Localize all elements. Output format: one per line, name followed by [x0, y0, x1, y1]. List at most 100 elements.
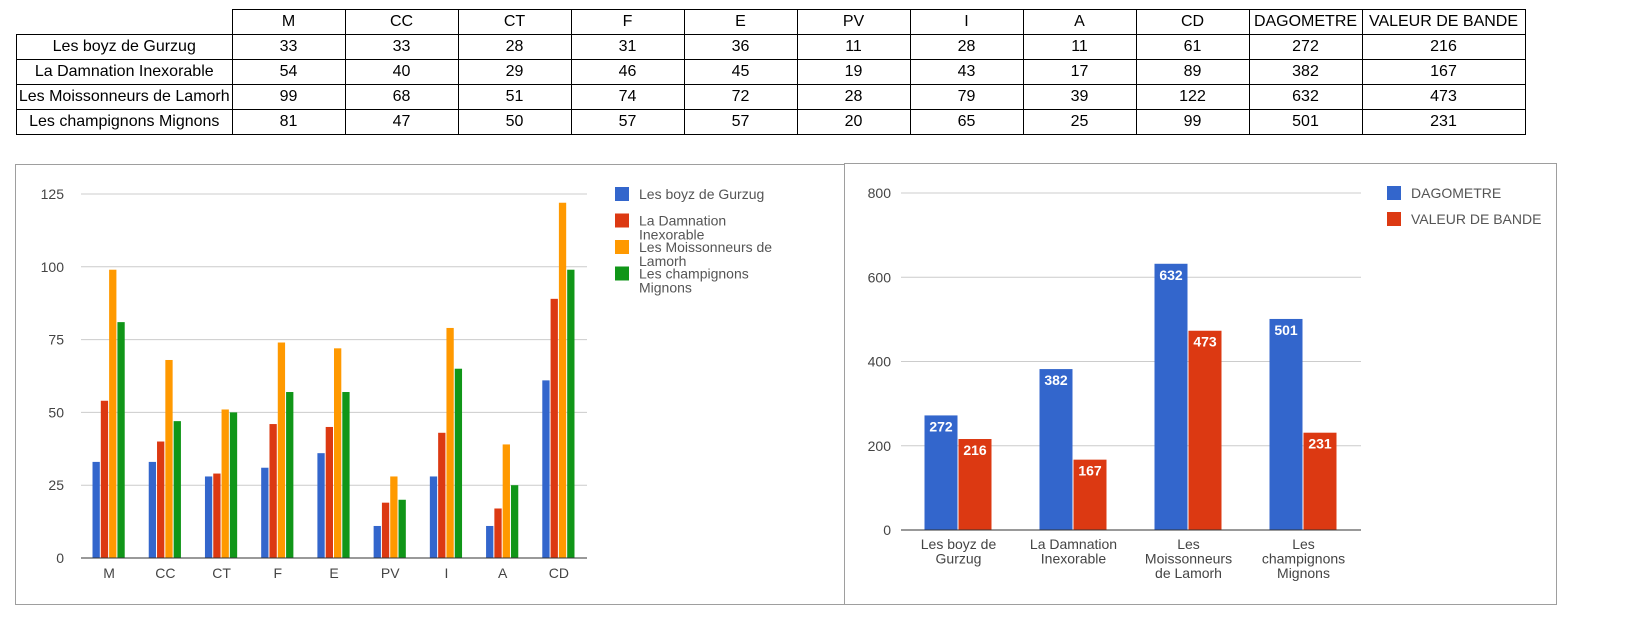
stats-bar-chart: 0 25 50 75 100 125 M CC CT F E PV I A CD Les boyz de Gu… [41, 186, 773, 581]
table-cell: 20 [796, 109, 911, 135]
table-cell: 28 [796, 84, 911, 110]
x-tick-label: Moissonneurs [1145, 551, 1232, 567]
legend-label: Inexorable [639, 227, 705, 243]
bar [342, 392, 350, 558]
bar [924, 415, 958, 530]
bar [1154, 263, 1188, 530]
data-label: 473 [1193, 334, 1217, 350]
x-tick-label: Les [1177, 536, 1200, 552]
column-header: E [683, 9, 798, 35]
table-cell: 272 [1248, 34, 1363, 60]
table-cell: 74 [570, 84, 685, 110]
table-cell: 89 [1135, 59, 1250, 85]
bar [510, 485, 519, 558]
bar [204, 476, 213, 558]
table-cell: 72 [683, 84, 798, 110]
table-cell: 19 [796, 59, 911, 85]
table-cell: 99 [1135, 109, 1250, 135]
table-cell: 45 [683, 59, 798, 85]
legend-swatch [615, 187, 629, 201]
x-tick-label: Inexorable [1041, 551, 1107, 567]
legend-label: Lamorh [639, 253, 686, 269]
row-name-cell: Les boyz de Gurzug [16, 34, 233, 60]
y-tick-label: 800 [868, 185, 892, 201]
bar [213, 473, 221, 558]
table-cell: 29 [457, 59, 572, 85]
legend-swatch [615, 240, 629, 254]
bar [390, 476, 398, 558]
table-cell: 33 [231, 34, 346, 60]
data-label: 632 [1159, 267, 1183, 283]
table-row: Les champignons Mignons 81 47 50 57 57 2… [16, 109, 1526, 135]
bar [381, 502, 390, 558]
bar [542, 380, 550, 558]
table-cell: 36 [683, 34, 798, 60]
legend-label: Les boyz de Gurzug [639, 186, 764, 202]
bar [229, 412, 238, 558]
legend-swatch [1387, 186, 1401, 200]
bar [438, 432, 446, 558]
x-tick-label: La Damnation [1030, 536, 1117, 552]
bar [1188, 330, 1222, 530]
bar [117, 322, 125, 558]
legend-label: Les Moissonneurs de [639, 239, 772, 255]
y-tick-label: 200 [868, 438, 892, 454]
column-header: A [1022, 9, 1137, 35]
table-cell: 99 [231, 84, 346, 110]
bar [92, 461, 100, 558]
x-tick-label: CT [212, 565, 231, 581]
bar [398, 499, 406, 558]
table-cell: 473 [1361, 84, 1526, 110]
data-label: 167 [1078, 463, 1102, 479]
x-tick-label: Les boyz de [921, 536, 997, 552]
bar [157, 441, 165, 558]
table-cell: 17 [1022, 59, 1137, 85]
x-tick-label: Les [1292, 536, 1315, 552]
table-row: Les boyz de Gurzug 33 33 28 31 36 11 28 … [16, 34, 1526, 60]
row-name-cell: Les Moissonneurs de Lamorh [16, 84, 233, 110]
column-header: F [570, 9, 685, 35]
data-label: 231 [1308, 436, 1332, 452]
bar [550, 298, 558, 558]
table-cell: 81 [231, 109, 346, 135]
x-tick-label: Gurzug [936, 551, 982, 567]
table-cell: 46 [570, 59, 685, 85]
x-tick-label: A [498, 565, 508, 581]
x-tick-label: I [444, 565, 448, 581]
data-label: 382 [1044, 372, 1068, 388]
bar [286, 392, 294, 558]
table-cell: 231 [1361, 109, 1526, 135]
table-cell: 167 [1361, 59, 1526, 85]
table-cell: 28 [457, 34, 572, 60]
row-name-cell: La Damnation Inexorable [16, 59, 233, 85]
table-cell: 57 [570, 109, 685, 135]
column-header: CT [457, 9, 572, 35]
column-header: CC [344, 9, 459, 35]
bar [454, 368, 463, 558]
table-cell: 68 [344, 84, 459, 110]
column-header: M [231, 9, 346, 35]
bar [221, 409, 229, 558]
table-row: Les Moissonneurs de Lamorh 99 68 51 74 7… [16, 84, 1526, 110]
bar [317, 453, 325, 558]
row-name-cell: Les champignons Mignons [16, 109, 233, 135]
column-header: DAGOMETRE [1248, 9, 1363, 35]
y-tick-label: 125 [41, 186, 65, 202]
data-label: 216 [963, 442, 987, 458]
x-tick-label: E [329, 565, 338, 581]
table-cell: 61 [1135, 34, 1250, 60]
table-cell: 31 [570, 34, 685, 60]
bar [1039, 369, 1073, 530]
data-label: 272 [929, 418, 953, 434]
bar [502, 444, 510, 558]
table-cell: 47 [344, 109, 459, 135]
bar [494, 508, 502, 558]
legend-label: La Damnation [639, 213, 726, 229]
data-label: 501 [1274, 322, 1298, 338]
bar [1073, 459, 1107, 530]
table-cell: 632 [1248, 84, 1363, 110]
legend-label: Les champignons [639, 266, 749, 282]
bar [486, 525, 494, 558]
legend-label: Mignons [639, 280, 692, 296]
